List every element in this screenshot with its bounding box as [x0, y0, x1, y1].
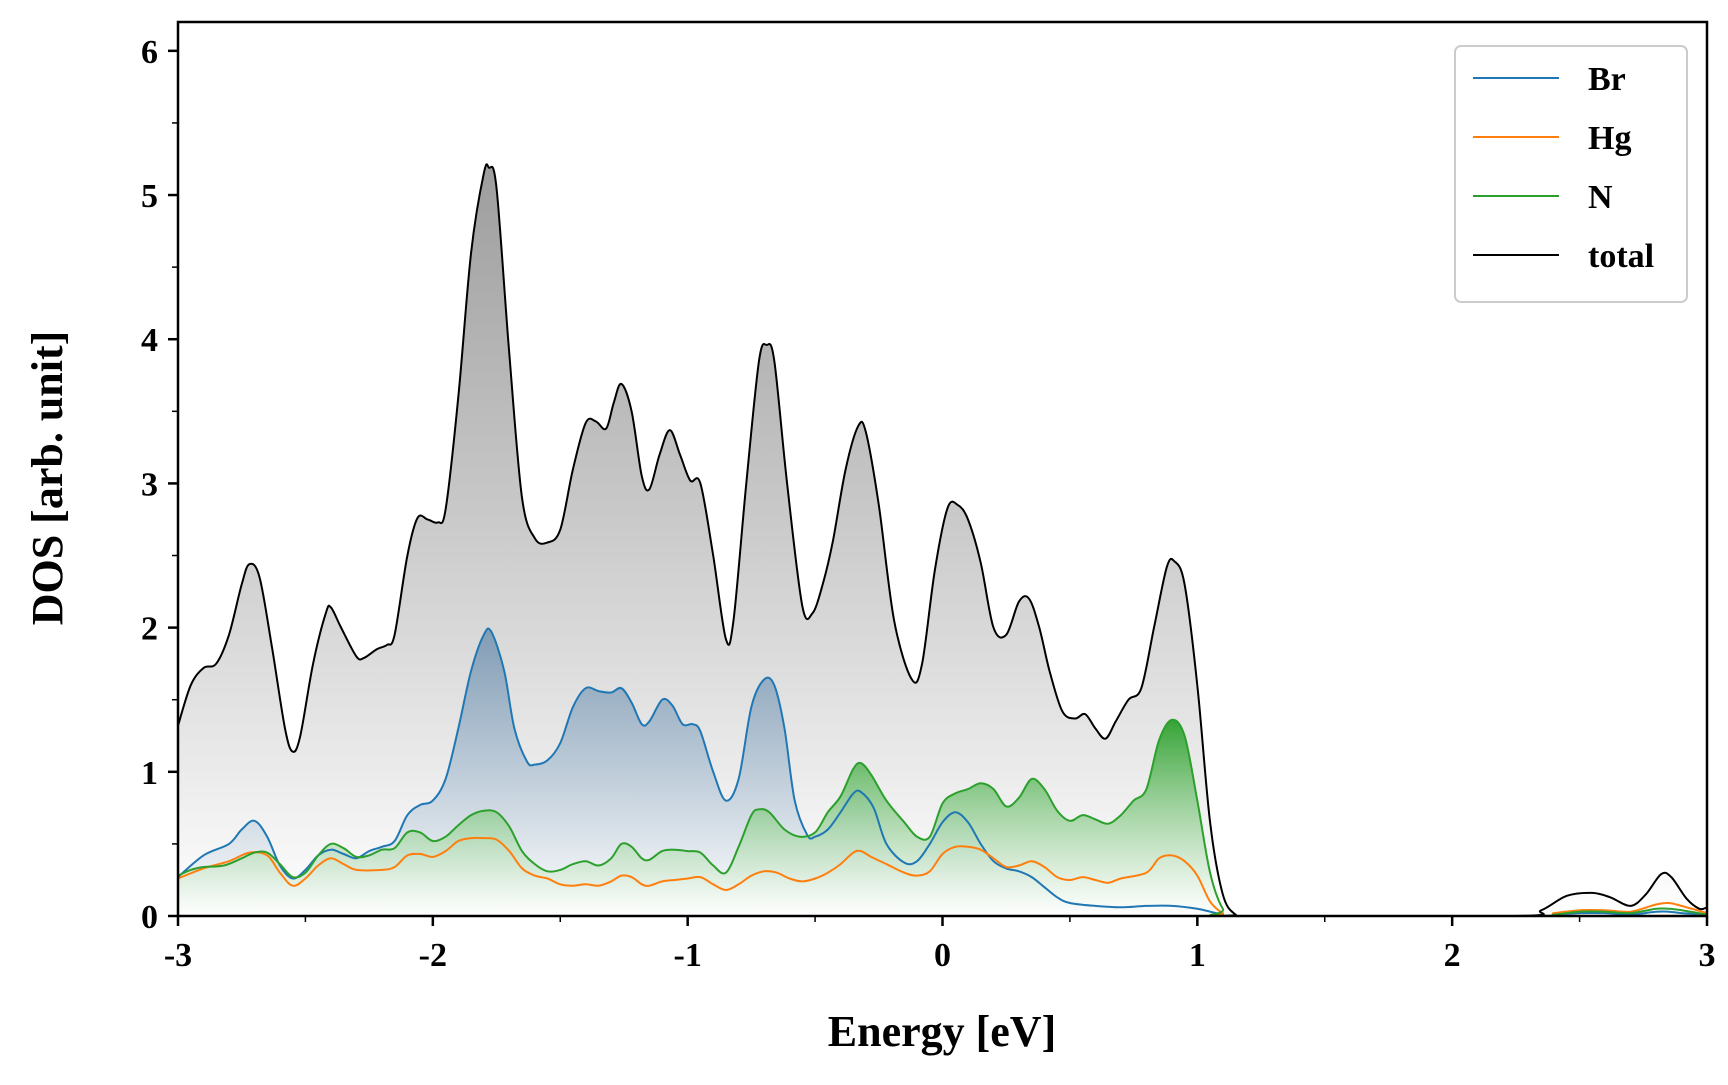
series-line-hg: [178, 836, 1707, 916]
y-tick-label: 2: [141, 611, 158, 648]
x-tick-label: -2: [419, 937, 447, 974]
legend-label-hg: Hg: [1588, 120, 1631, 157]
y-tick-label: 4: [141, 322, 158, 359]
legend-label-br: Br: [1588, 61, 1626, 98]
y-tick-label: 3: [141, 466, 158, 503]
legend-box: [1454, 45, 1688, 303]
y-tick-label: 5: [141, 178, 158, 215]
series-fills: [178, 164, 1707, 916]
series-line-br: [178, 627, 1707, 916]
y-tick-label: 0: [141, 899, 158, 936]
x-tick-label: -1: [674, 937, 702, 974]
y-axis-title: DOS [arb. unit]: [23, 331, 72, 626]
x-tick-label: -3: [164, 937, 192, 974]
x-tick-label: 1: [1189, 937, 1206, 974]
y-tick-label: 6: [141, 34, 158, 71]
fill-n: [178, 719, 1707, 916]
series-line-n: [178, 718, 1707, 916]
x-tick-label: 3: [1699, 937, 1716, 974]
y-tick-label: 1: [141, 755, 158, 792]
axes: -3 -2 -1 0 1 2 3 0 1 2 3 4 5 6: [141, 20, 1716, 974]
x-axis-title: Energy [eV]: [828, 1007, 1057, 1056]
series-line-total: [178, 163, 1707, 916]
fill-br: [178, 628, 1707, 916]
x-tick-label: 2: [1444, 937, 1461, 974]
x-tick-label: 0: [934, 937, 951, 974]
legend-label-n: N: [1588, 179, 1613, 216]
fill-total: [178, 164, 1707, 916]
series-lines: [178, 163, 1707, 916]
legend-label-total: total: [1588, 238, 1654, 275]
